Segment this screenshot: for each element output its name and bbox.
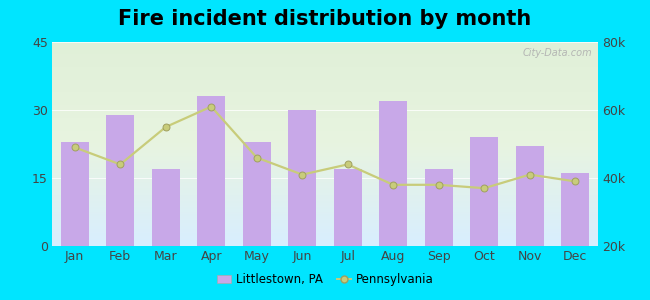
Bar [515, 146, 544, 246]
Bar [106, 115, 135, 246]
Bar [60, 142, 89, 246]
Bar [379, 101, 408, 246]
Bar [470, 137, 499, 246]
Text: City-Data.com: City-Data.com [523, 48, 593, 58]
Text: Fire incident distribution by month: Fire incident distribution by month [118, 9, 532, 29]
Bar [197, 96, 226, 246]
Bar [333, 169, 362, 246]
Bar [424, 169, 453, 246]
Bar [288, 110, 317, 246]
Bar [242, 142, 271, 246]
Legend: Littlestown, PA, Pennsylvania: Littlestown, PA, Pennsylvania [212, 269, 438, 291]
Bar [561, 173, 590, 246]
Bar [151, 169, 180, 246]
